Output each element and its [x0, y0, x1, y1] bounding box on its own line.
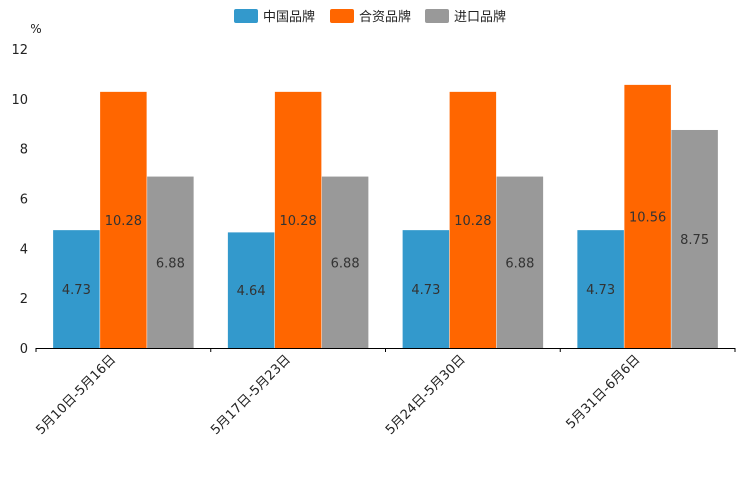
data-label-series2-cat1: 10.28 [105, 214, 142, 229]
data-label-series1-cat1: 4.73 [62, 283, 91, 298]
data-label-series1-cat2: 4.64 [237, 284, 266, 299]
x-category-label: 5月24日-5月30日 [383, 352, 469, 438]
legend: 中国品牌 合资品牌 进口品牌 [234, 9, 506, 25]
y-axis-unit-label: % [30, 22, 41, 36]
y-tick-label: 6 [20, 193, 28, 208]
y-tick-label: 0 [20, 342, 28, 357]
bar-series1-cat1 [53, 230, 100, 348]
bar-series1-cat3 [402, 230, 450, 348]
bar-series3-cat2 [321, 176, 369, 348]
y-tick-label: 2 [20, 292, 28, 307]
bar-series1-cat4 [577, 230, 624, 348]
bar-series2-cat2 [274, 91, 322, 349]
bar-series1-cat2 [227, 232, 275, 348]
x-category-label: 5月31日-6月6日 [564, 352, 644, 432]
bar-series2-cat3 [449, 91, 497, 349]
y-axis: 0 2 4 6 8 10 12 [11, 43, 28, 357]
legend-label-2: 合资品牌 [359, 9, 411, 25]
data-label-series2-cat2: 10.28 [280, 214, 317, 229]
bars [53, 84, 718, 349]
y-tick-label: 10 [11, 93, 28, 108]
x-category-label: 5月17日-5月23日 [208, 352, 294, 438]
legend-swatch-2 [330, 9, 354, 23]
bar-series3-cat4 [671, 129, 718, 348]
y-tick-label: 8 [20, 143, 28, 158]
x-axis: 5月10日-5月16日 5月17日-5月23日 5月24日-5月30日 5月31日-6… [33, 348, 736, 438]
legend-swatch-3 [425, 9, 449, 23]
x-category-label: 5月10日-5月16日 [33, 352, 119, 438]
data-label-series2-cat3: 10.28 [454, 214, 491, 229]
data-label-series3-cat1: 6.88 [156, 256, 185, 271]
y-tick-label: 12 [11, 43, 28, 58]
data-label-series3-cat2: 6.88 [331, 256, 360, 271]
legend-swatch-1 [234, 9, 258, 23]
legend-label-1: 中国品牌 [263, 9, 315, 25]
data-labels: 4.73 10.28 6.88 4.64 10.28 6.88 4.73 10.28 6.88 4… [62, 210, 709, 299]
data-label-series3-cat4: 8.75 [680, 233, 709, 248]
data-label-series2-cat4: 10.56 [629, 210, 666, 225]
data-label-series1-cat4: 4.73 [586, 283, 615, 298]
y-tick-label: 4 [20, 242, 28, 257]
bar-series2-cat4 [624, 84, 671, 348]
data-label-series3-cat3: 6.88 [505, 256, 534, 271]
bar-series3-cat1 [147, 176, 194, 348]
bar-series3-cat3 [496, 176, 544, 348]
bar-series2-cat1 [100, 91, 147, 349]
data-label-series1-cat3: 4.73 [411, 283, 440, 298]
legend-label-3: 进口品牌 [454, 9, 506, 25]
